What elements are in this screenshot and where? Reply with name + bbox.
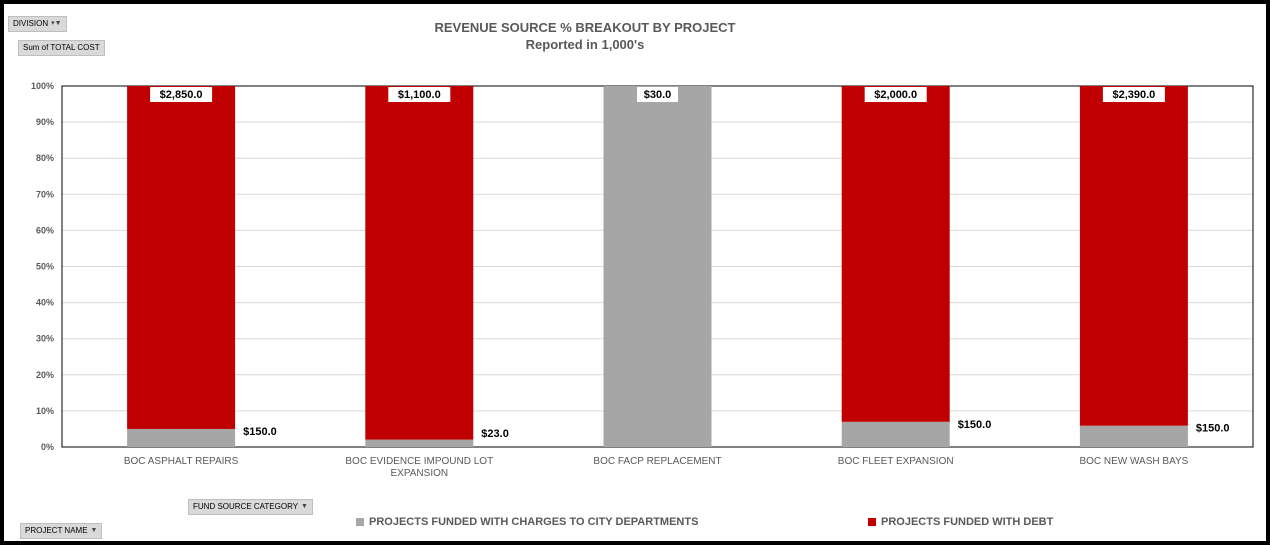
project-name-label: PROJECT NAME [25,526,88,535]
data-label-bg [637,87,678,102]
y-tick-label: 60% [36,225,54,235]
fund-source-category-label: FUND SOURCE CATEGORY [193,502,299,511]
data-label: $30.0 [644,89,672,101]
chart-title: REVENUE SOURCE % BREAKOUT BY PROJECT [434,20,736,35]
bar-charges [127,428,236,447]
data-label-bg [478,426,520,441]
legend-label-debt: PROJECTS FUNDED WITH DEBT [881,516,1054,528]
data-label-bg [240,423,289,439]
data-label: $23.0 [481,428,509,440]
data-label-bg [864,87,927,102]
bar-debt [365,86,474,440]
y-tick-label: 10% [36,406,54,416]
data-label: $2,850.0 [160,89,203,101]
y-tick-label: 0% [41,442,54,452]
division-filter-label: DIVISION [13,19,49,28]
data-label-bg [1192,420,1241,436]
y-tick-label: 70% [36,189,54,199]
y-tick-label: 50% [36,262,54,272]
data-label: $2,390.0 [1112,89,1155,101]
bar-charges [365,439,474,447]
data-label-bg [954,416,1003,432]
x-tick-label: BOC NEW WASH BAYS [1079,456,1188,467]
legend-item-debt: PROJECTS FUNDED WITH DEBT [868,516,1053,528]
bar-charges [841,421,950,447]
division-filter-button[interactable]: DIVISION ▾▼ [8,16,67,32]
bar-charges [603,86,712,447]
x-tick-label: EXPANSION [390,468,448,479]
x-tick-label: BOC EVIDENCE IMPOUND LOT [345,456,493,467]
y-tick-label: 100% [31,81,54,91]
y-tick-label: 80% [36,153,54,163]
legend-item-charges: PROJECTS FUNDED WITH CHARGES TO CITY DEP… [356,516,698,528]
data-label: $2,000.0 [874,89,917,101]
y-tick-label: 90% [36,117,54,127]
legend-swatch-charges [356,518,364,526]
chart-frame: DIVISION ▾▼ Sum of TOTAL COST REVENUE SO… [4,4,1266,541]
legend-swatch-debt [868,518,876,526]
sum-total-cost-label: Sum of TOTAL COST [23,43,100,52]
data-label: $1,100.0 [398,89,441,101]
bar-debt [127,86,236,429]
sum-total-cost-button[interactable]: Sum of TOTAL COST [18,40,105,56]
bar-debt [1079,86,1188,426]
data-label: $150.0 [958,419,992,431]
y-tick-label: 40% [36,298,54,308]
data-label-bg [1102,87,1165,102]
bar-charges [1079,425,1188,447]
y-tick-label: 20% [36,370,54,380]
data-label: $150.0 [1196,423,1230,435]
y-tick-label: 30% [36,334,54,344]
data-label: $150.0 [243,426,277,438]
project-name-button[interactable]: PROJECT NAME ▼ [20,523,103,539]
chart-subtitle: Reported in 1,000's [525,37,645,52]
bar-debt [841,86,950,422]
chevron-down-icon: ▼ [90,527,98,534]
legend-label-charges: PROJECTS FUNDED WITH CHARGES TO CITY DEP… [369,516,699,528]
chart-plot: 0% 10% 20% 30% 40% 50% 60% 70% 80% 90% 100% $150.0 $… [31,81,1254,479]
data-label-bg [388,87,451,102]
fund-source-category-button[interactable]: FUND SOURCE CATEGORY ▼ [188,499,313,515]
data-label-bg [150,87,213,102]
x-tick-label: BOC FACP REPLACEMENT [593,456,721,467]
x-tick-label: BOC FLEET EXPANSION [838,456,954,467]
filter-icon: ▾▼ [51,20,62,27]
chevron-down-icon: ▼ [301,503,308,510]
x-tick-label: BOC ASPHALT REPAIRS [124,456,239,467]
